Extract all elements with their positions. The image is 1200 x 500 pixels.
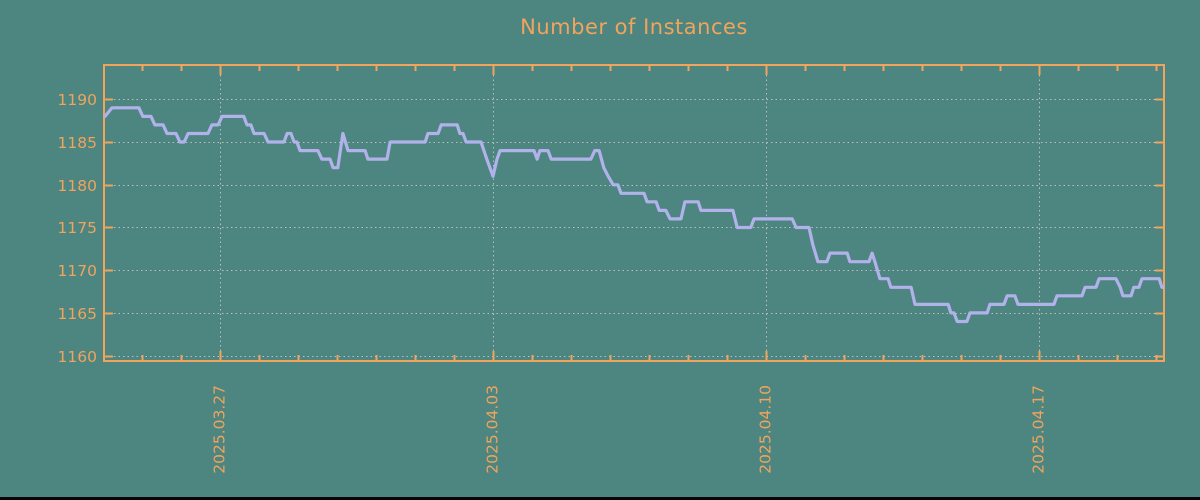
y-tick-label: 1160 bbox=[58, 348, 97, 366]
y-tick-label: 1190 bbox=[58, 91, 97, 109]
bottom-edge-bar bbox=[0, 497, 1200, 500]
x-tick-label: 2025.03.27 bbox=[211, 385, 229, 474]
y-tick-label: 1185 bbox=[58, 134, 97, 152]
y-tick-label: 1170 bbox=[58, 262, 97, 280]
y-tick-label: 1165 bbox=[58, 305, 97, 323]
x-tick-label: 2025.04.03 bbox=[484, 385, 502, 474]
x-tick-label: 2025.04.17 bbox=[1030, 385, 1048, 474]
y-tick-label: 1180 bbox=[58, 177, 97, 195]
x-tick-label: 2025.04.10 bbox=[757, 385, 775, 474]
y-tick-label: 1175 bbox=[58, 219, 97, 237]
chart-title: Number of Instances bbox=[520, 15, 748, 39]
plot-border bbox=[103, 64, 1165, 362]
series-line-instances bbox=[103, 106, 1165, 324]
